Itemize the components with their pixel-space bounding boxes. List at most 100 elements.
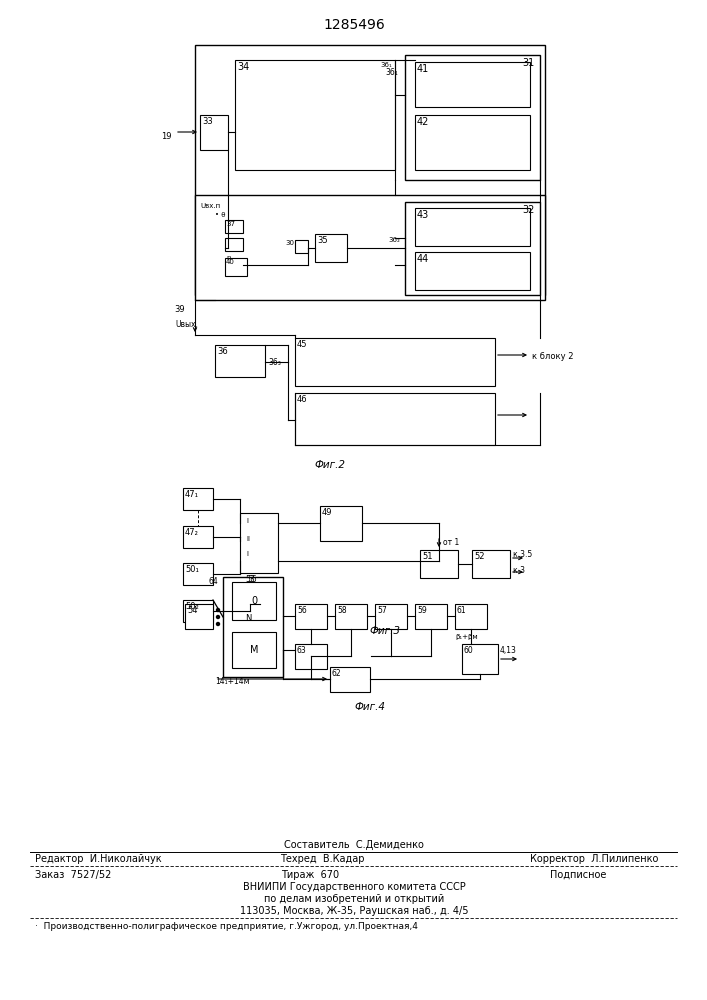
Text: 33: 33 <box>202 117 213 126</box>
Text: Uвх.п: Uвх.п <box>200 203 220 209</box>
Bar <box>195 45 545 295</box>
Text: 32: 32 <box>522 205 535 215</box>
Text: 50₂: 50₂ <box>185 602 199 611</box>
Text: к 3.5: к 3.5 <box>513 550 532 559</box>
Text: 36₃: 36₃ <box>268 358 281 367</box>
Bar <box>415 115 530 170</box>
Text: • θ: • θ <box>215 212 226 218</box>
Bar <box>183 488 213 510</box>
Text: 36₂: 36₂ <box>388 237 400 243</box>
Bar <box>240 513 278 573</box>
Text: 62: 62 <box>332 669 341 678</box>
Bar <box>235 60 395 170</box>
Bar <box>225 220 243 233</box>
Text: ·  Производственно-полиграфическое предприятие, г.Ужгород, ул.Проектная,4: · Производственно-полиграфическое предпр… <box>35 922 418 931</box>
Text: n: n <box>226 255 230 261</box>
Text: 64: 64 <box>209 577 218 586</box>
Text: по делам изобретений и открытий: по делам изобретений и открытий <box>264 894 444 904</box>
Text: 40: 40 <box>226 259 235 265</box>
Bar <box>320 506 362 541</box>
Circle shape <box>216 622 219 626</box>
Bar <box>472 550 510 578</box>
Text: 60: 60 <box>464 646 474 655</box>
Bar <box>183 600 213 622</box>
Text: 50₁: 50₁ <box>185 565 199 574</box>
Text: 44: 44 <box>417 254 429 264</box>
Text: Тираж  670: Тираж 670 <box>281 870 339 880</box>
Text: 39: 39 <box>175 305 185 314</box>
Text: 36: 36 <box>217 347 228 356</box>
Text: 37: 37 <box>226 221 235 227</box>
Bar <box>375 604 407 629</box>
Text: II: II <box>246 536 250 542</box>
Text: от 1: от 1 <box>443 538 460 547</box>
Text: 36₁: 36₁ <box>385 68 398 77</box>
Bar <box>420 550 458 578</box>
Text: 58: 58 <box>337 606 346 615</box>
Text: к блоку 2: к блоку 2 <box>532 352 573 361</box>
Text: 61: 61 <box>457 606 467 615</box>
Text: 63: 63 <box>297 646 307 655</box>
Bar <box>295 393 495 445</box>
Text: 113035, Москва, Ж-35, Раушская наб., д. 4/5: 113035, Москва, Ж-35, Раушская наб., д. … <box>240 906 468 916</box>
Bar <box>415 252 530 290</box>
Text: N: N <box>245 614 252 623</box>
Bar <box>200 115 228 150</box>
Text: β₁+βм: β₁+βм <box>455 634 478 640</box>
Bar <box>183 563 213 585</box>
Bar <box>295 338 495 386</box>
Text: 19: 19 <box>161 132 172 141</box>
Bar <box>295 604 327 629</box>
Bar <box>232 632 276 668</box>
Text: к 3: к 3 <box>513 566 525 575</box>
Text: I: I <box>246 518 248 524</box>
Text: Заказ  7527/52: Заказ 7527/52 <box>35 870 112 880</box>
Text: 55: 55 <box>247 575 257 584</box>
Bar <box>405 202 540 295</box>
Text: Техред  В.Кадар: Техред В.Кадар <box>280 854 365 864</box>
Bar <box>415 604 447 629</box>
Bar <box>462 644 498 674</box>
Bar <box>415 208 530 246</box>
Bar <box>232 582 276 620</box>
Text: Корректор  Л.Пилипенко: Корректор Л.Пилипенко <box>530 854 658 864</box>
Text: 42: 42 <box>417 117 429 127</box>
Circle shape <box>216 608 219 611</box>
Text: M: M <box>250 645 258 655</box>
Text: 47₁: 47₁ <box>185 490 199 499</box>
Text: Фиг.2: Фиг.2 <box>315 460 346 470</box>
Text: 14₁+14м: 14₁+14м <box>215 677 250 686</box>
Text: 35: 35 <box>317 236 327 245</box>
Bar <box>295 240 308 253</box>
Text: 36₁: 36₁ <box>380 62 392 68</box>
Bar <box>185 604 213 629</box>
Bar <box>455 604 487 629</box>
Text: 1285496: 1285496 <box>323 18 385 32</box>
Text: 30: 30 <box>285 240 294 246</box>
Text: 53: 53 <box>245 575 255 584</box>
Text: 52: 52 <box>474 552 484 561</box>
Text: 56: 56 <box>297 606 307 615</box>
Text: 51: 51 <box>422 552 433 561</box>
Text: 57: 57 <box>377 606 387 615</box>
Text: 59: 59 <box>417 606 427 615</box>
Bar <box>295 644 327 669</box>
Bar <box>195 195 545 300</box>
Text: 46: 46 <box>297 395 308 404</box>
Text: Редактор  И.Николайчук: Редактор И.Николайчук <box>35 854 162 864</box>
Text: 49: 49 <box>322 508 332 517</box>
Text: ВНИИПИ Государственного комитета СССР: ВНИИПИ Государственного комитета СССР <box>243 882 465 892</box>
Bar <box>215 345 265 377</box>
Bar <box>415 62 530 107</box>
Text: I: I <box>246 551 248 557</box>
Bar <box>330 667 370 692</box>
Text: 43: 43 <box>417 210 429 220</box>
Text: Подписное: Подписное <box>550 870 607 880</box>
Text: 0: 0 <box>251 596 257 606</box>
Bar <box>183 526 213 548</box>
Text: 54: 54 <box>187 606 197 615</box>
Text: 4,13: 4,13 <box>500 646 517 655</box>
Text: 31: 31 <box>522 58 535 68</box>
Bar <box>315 234 347 262</box>
Bar <box>223 577 283 677</box>
